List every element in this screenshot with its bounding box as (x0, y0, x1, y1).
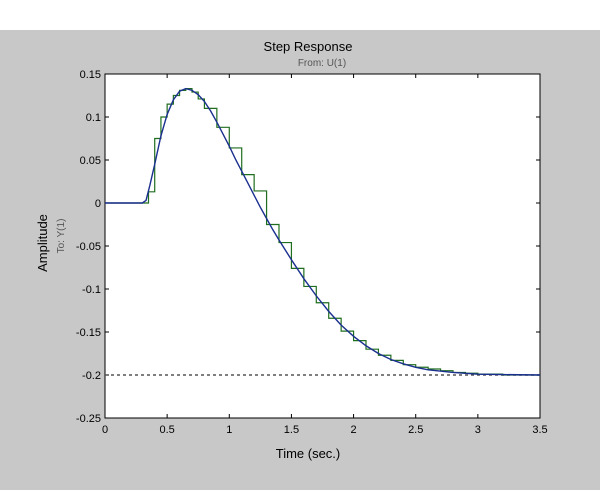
y-tick-label: -0.2 (82, 370, 101, 382)
y-tick-label: -0.15 (76, 327, 101, 339)
continuous-series-line (105, 87, 541, 376)
y-axis-label: Amplitude (35, 214, 50, 272)
x-tick-label: 0 (102, 424, 108, 436)
y-tick-label: -0.1 (82, 284, 101, 296)
x-tick-label: 3.5 (532, 424, 547, 436)
y-axis-sublabel: To: Y(1) (56, 219, 67, 254)
x-tick-label: 1.5 (284, 424, 299, 436)
x-tick-label: 0.5 (159, 424, 174, 436)
chart-subtitle: From: U(1) (298, 58, 346, 69)
x-axis-ticks: 0 0.5 1 1.5 2 2.5 3 3.5 (102, 74, 548, 436)
x-axis-label: Time (sec.) (276, 446, 341, 461)
y-axis-ticks: -0.25 -0.2 -0.15 -0.1 -0.05 0 0.05 0.1 0.15 (76, 69, 540, 425)
y-tick-label: -0.05 (76, 241, 101, 253)
x-tick-label: 3 (475, 424, 481, 436)
y-tick-label: 0.15 (80, 69, 101, 81)
chart-title: Step Response (264, 39, 353, 54)
y-tick-label: 0 (95, 198, 101, 210)
series-layer (105, 87, 541, 376)
y-tick-label: 0.05 (80, 155, 101, 167)
plot-area (104, 73, 541, 419)
y-tick-label: -0.25 (76, 413, 101, 425)
x-tick-label: 2 (351, 424, 357, 436)
x-tick-label: 1 (226, 424, 232, 436)
y-tick-label: 0.1 (86, 112, 101, 124)
step-series-line (105, 88, 540, 376)
x-tick-label: 2.5 (408, 424, 423, 436)
